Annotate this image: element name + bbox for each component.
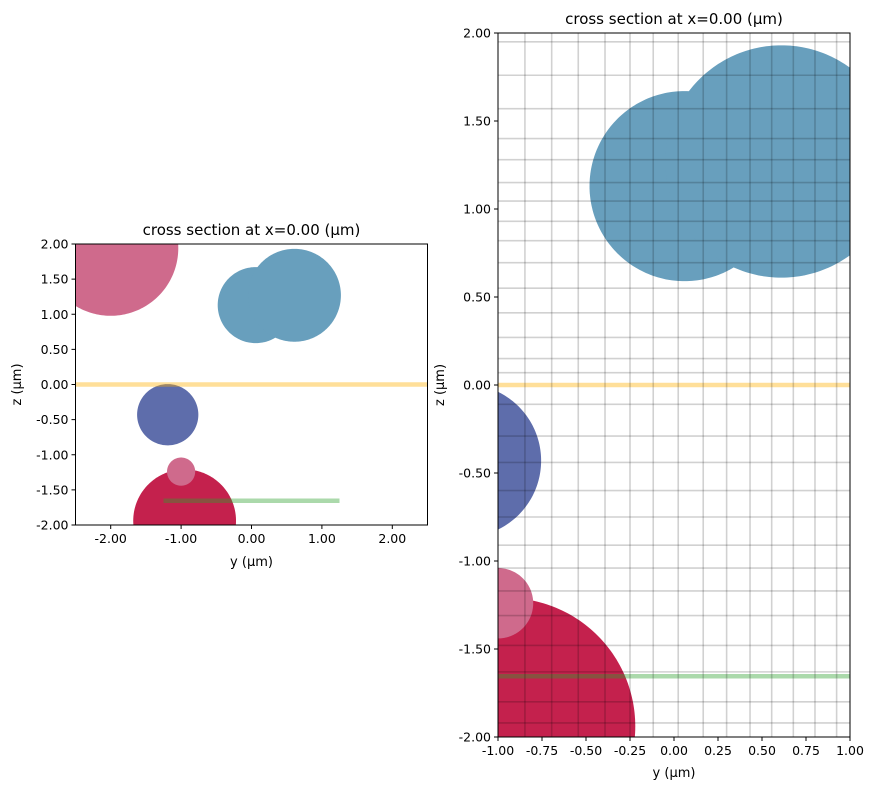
y-tick-label: -0.50 — [36, 412, 68, 427]
x-tick-label: 0.00 — [660, 743, 688, 758]
plot-area — [498, 33, 850, 737]
x-tick-label: 1.00 — [836, 743, 864, 758]
x-tick-label: -2.00 — [95, 531, 127, 546]
x-tick-label: 2.00 — [378, 531, 406, 546]
y-tick-label: 2.00 — [41, 237, 69, 252]
blue-circle-2 — [247, 248, 341, 342]
y-tick-label: -2.00 — [36, 518, 68, 533]
x-tick-label: -0.25 — [614, 743, 646, 758]
right-cross-section-plot: cross section at x=0.00 (μm) y (μm) z (μ… — [433, 10, 864, 781]
left-plot-title: cross section at x=0.00 (μm) — [143, 221, 361, 239]
x-tick-label: 0.50 — [748, 743, 776, 758]
x-tick-label: 0.75 — [792, 743, 820, 758]
y-tick-label: 0.50 — [41, 342, 69, 357]
y-tick-label: 1.50 — [463, 114, 491, 129]
pink-large-circle — [75, 244, 179, 316]
right-plot-title: cross section at x=0.00 (μm) — [565, 10, 783, 28]
y-tick-label: -1.00 — [36, 447, 68, 462]
y-tick-label: 1.00 — [41, 307, 69, 322]
pink-small-circle — [498, 568, 534, 639]
x-tick-label: 0.25 — [704, 743, 732, 758]
x-tick-label: 0.00 — [238, 531, 266, 546]
red-circle — [133, 469, 237, 525]
x-tick-label: 1.00 — [308, 531, 336, 546]
y-tick-label: -0.50 — [459, 466, 491, 481]
y-tick-label: -1.50 — [459, 642, 491, 657]
blue-circle-2 — [665, 45, 850, 278]
y-tick-label: 1.50 — [41, 272, 69, 287]
left-x-axis-label: y (μm) — [230, 555, 273, 570]
left-cross-section-plot: cross section at x=0.00 (μm) y (μm) z (μ… — [10, 221, 428, 570]
y-tick-label: -2.00 — [459, 730, 491, 745]
y-tick-label: -1.00 — [459, 554, 491, 569]
left-y-axis-label: z (μm) — [10, 363, 25, 405]
x-tick-label: -0.50 — [570, 743, 602, 758]
y-tick-label: 2.00 — [463, 26, 491, 41]
navy-circle — [137, 384, 199, 446]
pink-small-circle — [167, 457, 196, 486]
y-tick-label: 1.00 — [463, 202, 491, 217]
x-tick-label: -1.00 — [482, 743, 514, 758]
y-tick-label: -1.50 — [36, 482, 68, 497]
y-tick-label: 0.00 — [463, 378, 491, 393]
right-y-axis-label: z (μm) — [433, 364, 448, 406]
y-tick-label: 0.00 — [41, 377, 69, 392]
y-tick-label: 0.50 — [463, 290, 491, 305]
x-tick-label: -1.00 — [165, 531, 197, 546]
x-tick-label: -0.75 — [526, 743, 558, 758]
navy-circle — [498, 384, 542, 538]
red-circle — [498, 597, 636, 737]
plot-area — [75, 244, 428, 525]
right-x-axis-label: y (μm) — [653, 766, 696, 781]
